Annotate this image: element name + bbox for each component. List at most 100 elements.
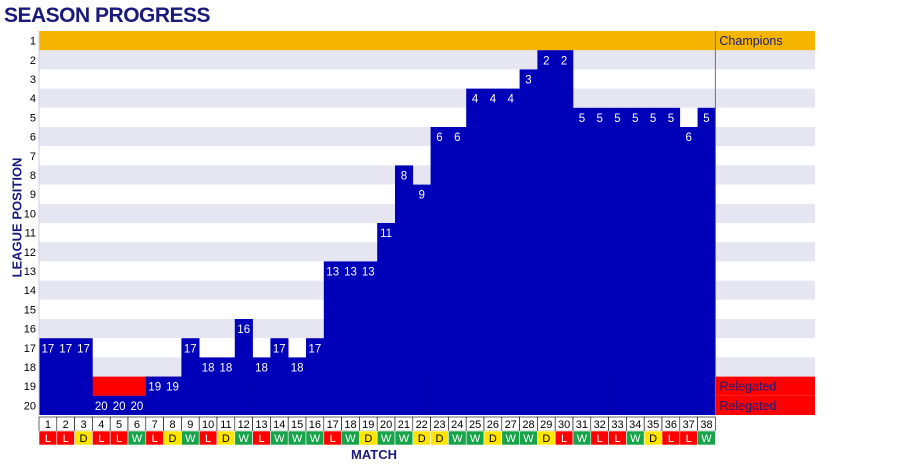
result-label: W <box>132 433 143 445</box>
bar <box>430 127 449 415</box>
x-tick-label: 27 <box>505 419 517 431</box>
y-tick-label: 10 <box>24 208 36 220</box>
y-tick-label: 6 <box>30 132 36 144</box>
result-label: L <box>668 433 674 445</box>
result-label: D <box>80 433 88 445</box>
bar <box>519 69 538 416</box>
x-tick-label: 3 <box>80 419 86 431</box>
bar-value-label: 18 <box>291 363 304 375</box>
y-tick-label: 7 <box>30 151 36 163</box>
x-tick-label: 19 <box>362 419 374 431</box>
bar-value-label: 5 <box>632 113 638 125</box>
zone-label: Relegated <box>719 380 776 394</box>
result-label: W <box>381 433 392 445</box>
result-label: W <box>399 433 410 445</box>
bar-value-label: 20 <box>95 401 108 413</box>
x-tick-label: 29 <box>540 419 552 431</box>
bar-value-label: 2 <box>561 55 567 67</box>
bar-value-label: 4 <box>507 94 514 106</box>
result-label: W <box>239 433 250 445</box>
bar-value-label: 11 <box>380 228 392 240</box>
bar-value-label: 18 <box>255 363 268 375</box>
y-tick-label: 11 <box>25 228 36 240</box>
x-tick-label: 7 <box>152 419 158 431</box>
x-tick-label: 1 <box>45 419 51 431</box>
x-tick-label: 9 <box>187 419 193 431</box>
bar-value-label: 6 <box>436 132 442 144</box>
bar-value-label: 17 <box>309 343 322 355</box>
bar <box>644 107 663 416</box>
bar-value-label: 4 <box>472 94 479 106</box>
x-tick-label: 14 <box>273 419 285 431</box>
row-band <box>39 69 815 89</box>
bar-value-label: 19 <box>166 382 179 394</box>
result-label: W <box>452 433 463 445</box>
bar <box>395 165 414 415</box>
bar <box>484 88 503 415</box>
x-tick-label: 34 <box>629 419 641 431</box>
result-label: L <box>561 433 567 445</box>
x-tick-label: 4 <box>98 419 104 431</box>
bar-value-label: 17 <box>273 343 286 355</box>
bar <box>412 184 431 415</box>
bar-value-label: 5 <box>596 113 602 125</box>
x-tick-label: 6 <box>134 419 140 431</box>
bar-value-label: 5 <box>614 113 620 125</box>
bar <box>234 319 253 415</box>
y-tick-label: 9 <box>30 189 36 201</box>
bar-value-label: 3 <box>525 75 531 87</box>
bar-value-label: 2 <box>543 55 549 67</box>
bar <box>608 107 627 416</box>
x-tick-label: 38 <box>700 419 712 431</box>
y-tick-label: 16 <box>24 324 36 336</box>
result-label: L <box>258 433 264 445</box>
row-band <box>39 88 815 108</box>
y-tick-label: 5 <box>30 112 36 124</box>
y-tick-label: 3 <box>30 74 36 86</box>
bar <box>679 127 698 415</box>
bar-value-label: 4 <box>490 94 497 106</box>
y-tick-label: 13 <box>24 266 36 278</box>
bar <box>306 338 325 415</box>
bar-value-label: 13 <box>344 267 357 279</box>
bar <box>573 107 592 416</box>
x-tick-label: 21 <box>398 419 410 431</box>
x-tick-label: 22 <box>416 419 428 431</box>
bar <box>323 261 342 415</box>
x-tick-label: 5 <box>116 419 122 431</box>
result-label: W <box>292 433 303 445</box>
result-label: W <box>310 433 321 445</box>
bar-value-label: 9 <box>418 190 424 202</box>
bar-value-label: 13 <box>326 267 339 279</box>
x-tick-label: 17 <box>327 419 339 431</box>
bar-value-label: 20 <box>113 401 126 413</box>
bar <box>74 338 93 415</box>
bar <box>145 376 164 415</box>
x-tick-label: 11 <box>220 419 231 431</box>
result-label: L <box>614 433 620 445</box>
result-label: W <box>185 433 196 445</box>
bar-value-label: 20 <box>131 401 144 413</box>
bar <box>697 107 716 416</box>
bar-value-label: 18 <box>220 363 233 375</box>
row-band <box>39 50 815 70</box>
result-label: L <box>686 433 692 445</box>
x-tick-label: 10 <box>202 419 214 431</box>
bar-value-label: 6 <box>454 132 460 144</box>
bar-value-label: 5 <box>579 113 585 125</box>
x-tick-label: 28 <box>522 419 534 431</box>
x-tick-label: 37 <box>683 419 695 431</box>
bar <box>163 376 182 415</box>
x-tick-label: 32 <box>594 419 606 431</box>
bar-value-label: 8 <box>401 171 407 183</box>
bar <box>199 357 218 415</box>
bar <box>448 127 467 415</box>
y-tick-label: 14 <box>24 285 36 297</box>
result-label: D <box>489 433 497 445</box>
bar <box>270 338 289 415</box>
bar-value-label: 16 <box>237 324 250 336</box>
bar <box>377 223 396 415</box>
zone-label: Champions <box>719 34 782 48</box>
bar <box>466 88 485 415</box>
bar <box>39 338 58 415</box>
